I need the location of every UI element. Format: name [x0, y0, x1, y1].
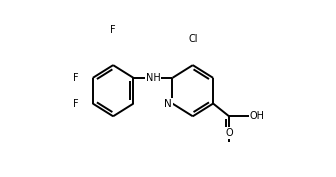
Text: F: F [110, 25, 116, 35]
Text: F: F [73, 99, 78, 109]
Text: Cl: Cl [188, 34, 198, 44]
Text: O: O [225, 128, 233, 138]
Text: NH: NH [145, 73, 160, 83]
Text: N: N [164, 99, 172, 109]
Text: F: F [73, 73, 78, 83]
Text: OH: OH [250, 111, 265, 121]
